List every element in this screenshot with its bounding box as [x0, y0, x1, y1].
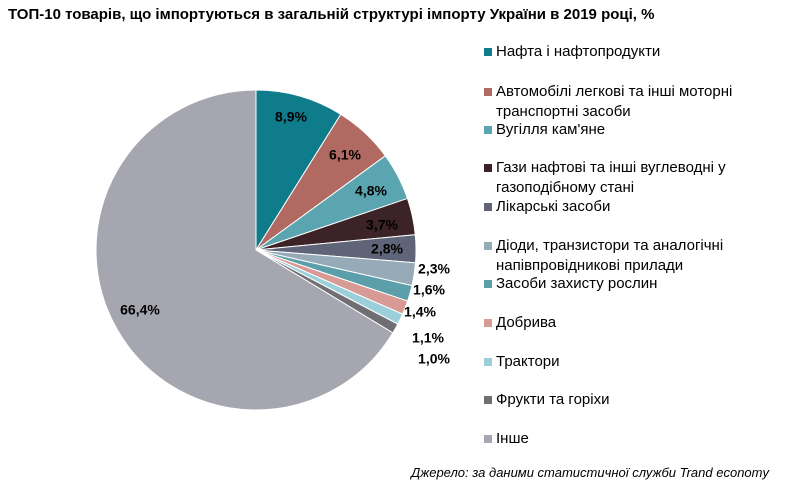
- chart-title: ТОП-10 товарів, що імпортуються в загаль…: [8, 6, 655, 23]
- legend-item: Діоди, транзистори та аналогічні напівпр…: [484, 236, 784, 276]
- legend-label: Гази нафтові та інші вуглеводні у газопо…: [496, 159, 726, 196]
- legend-item: Гази нафтові та інші вуглеводні у газопо…: [484, 158, 784, 198]
- data-label-9: 1,1%: [412, 330, 444, 346]
- legend-label: Вугілля кам'яне: [496, 121, 606, 138]
- legend-swatch: [484, 203, 492, 211]
- legend-label: Трактори: [496, 353, 560, 370]
- data-label-4: 3,7%: [366, 217, 398, 233]
- legend-swatch: [484, 319, 492, 327]
- legend-label: Нафта і нафтопродукти: [496, 43, 661, 60]
- legend-label: Добрива: [496, 314, 557, 331]
- legend-item: Засоби захисту рослин: [484, 274, 784, 294]
- legend-item: Вугілля кам'яне: [484, 120, 784, 140]
- legend-item: Лікарські засоби: [484, 197, 784, 217]
- source-note: Джерело: за даними статистичної служби T…: [411, 465, 769, 480]
- legend-item: Добрива: [484, 313, 784, 333]
- data-label-1: 8,9%: [275, 109, 307, 125]
- legend-swatch: [484, 280, 492, 288]
- legend-label: Інше: [496, 430, 529, 447]
- data-label-11: 66,4%: [120, 302, 160, 318]
- legend-swatch: [484, 435, 492, 443]
- legend-label: Фрукти та горіхи: [496, 391, 610, 408]
- legend-item: Нафта і нафтопродукти: [484, 42, 784, 62]
- legend-swatch: [484, 48, 492, 56]
- legend-label: Лікарські засоби: [496, 198, 611, 215]
- data-label-8: 1,4%: [404, 304, 436, 320]
- legend-label: Засоби захисту рослин: [496, 275, 658, 292]
- data-label-5: 2,8%: [371, 241, 403, 257]
- data-label-7: 1,6%: [413, 282, 445, 298]
- data-label-6: 2,3%: [418, 261, 450, 277]
- pie-slice-1: [255, 89, 342, 252]
- data-label-2: 6,1%: [329, 147, 361, 163]
- legend-item: Інше: [484, 429, 784, 449]
- legend-item: Фрукти та горіхи: [484, 390, 784, 410]
- legend-swatch: [484, 126, 492, 134]
- data-label-10: 1,0%: [418, 351, 450, 367]
- legend-label: Діоди, транзистори та аналогічні напівпр…: [496, 237, 724, 274]
- legend-swatch: [484, 88, 492, 96]
- legend-item: Трактори: [484, 352, 784, 372]
- data-label-3: 4,8%: [355, 183, 387, 199]
- legend-swatch: [484, 242, 492, 250]
- pie-slice-11: [95, 89, 394, 411]
- legend-item: Автомобілі легкові та інші моторні транс…: [484, 82, 784, 122]
- legend-swatch: [484, 358, 492, 366]
- legend-label: Автомобілі легкові та інші моторні транс…: [496, 83, 733, 120]
- legend-swatch: [484, 396, 492, 404]
- legend-swatch: [484, 164, 492, 172]
